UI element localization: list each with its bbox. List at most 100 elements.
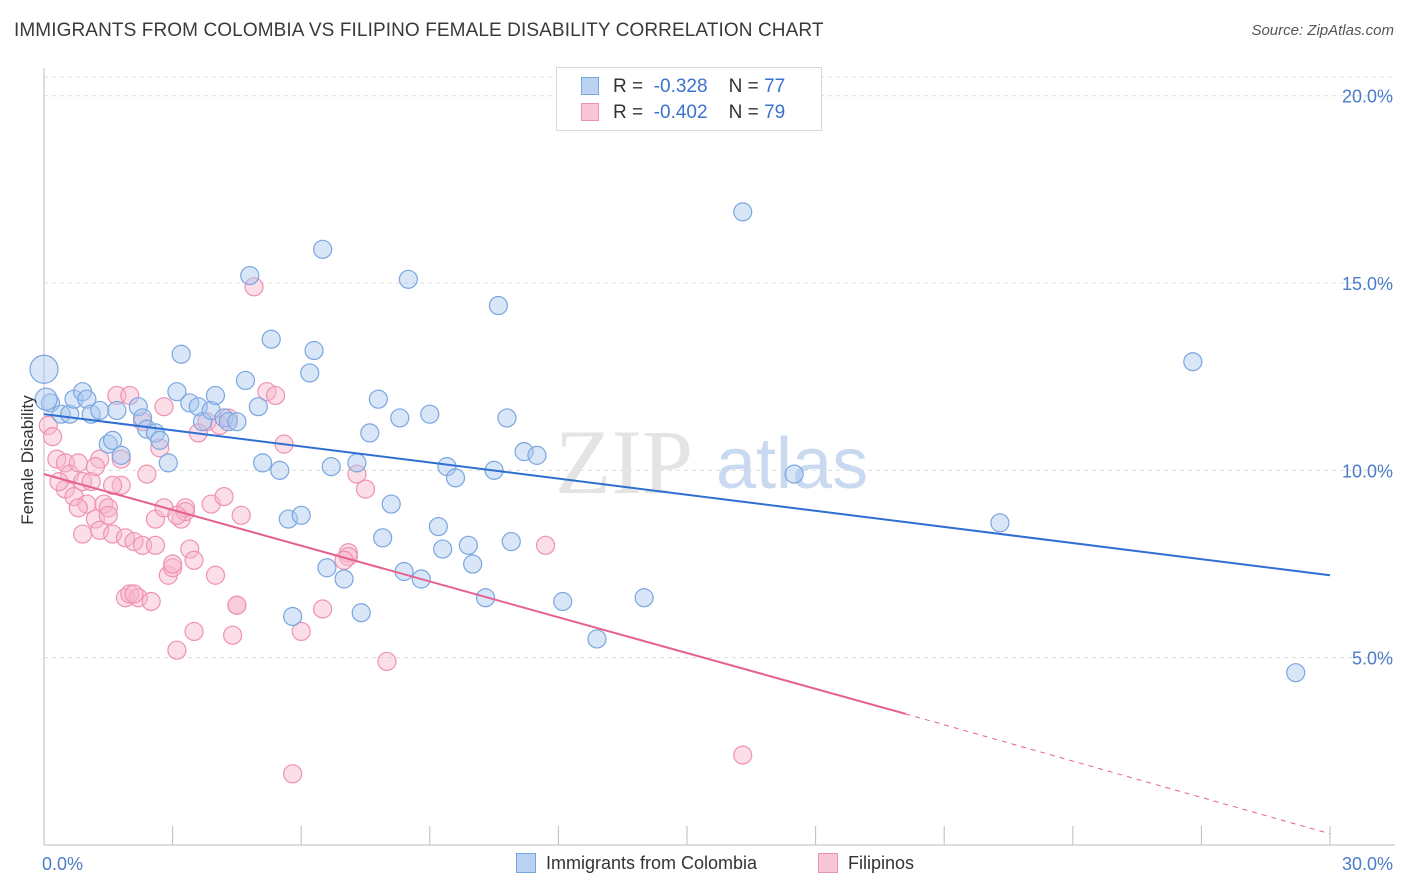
colombia-point [634,588,654,608]
colombia-point [227,412,247,432]
watermark-atlas: atlas [716,424,868,504]
colombia-point [394,561,414,582]
source-label: Source: ZipAtlas.com [1251,22,1394,39]
legend-n-value: 77 [764,76,786,97]
filipino-point [223,625,243,645]
colombia-point [360,423,380,443]
filipino-point [124,584,144,604]
colombia-point [171,344,191,364]
colombia-point [304,340,324,361]
filipino-point [145,535,166,555]
filipino-point [42,427,63,447]
filipino-point [184,621,204,642]
watermark: ZIP atlas [555,411,868,513]
colombia-swatch [516,853,536,873]
colombia-point [261,329,281,349]
colombia-point [291,505,311,525]
colombia-point [351,603,371,623]
colombia-point [433,539,453,559]
filipino-point [167,640,187,660]
legend-n-label: N = [728,76,759,97]
colombia-point [990,513,1010,533]
filipino-point [313,599,333,619]
y-tick-label: 15.0% [1342,274,1393,294]
colombia-point [253,453,273,473]
y-tick-label: 5.0% [1352,649,1393,669]
colombia-point [1183,352,1203,372]
legend-r-value: -0.328 [653,76,708,97]
bottom-legend-colombia: Immigrants from Colombia [516,853,757,874]
colombia-point [300,363,320,383]
colombia-point [373,528,393,548]
legend-n-label: N = [728,102,759,123]
colombia-swatch [581,77,599,95]
colombia-point [497,408,517,428]
colombia-point [188,397,208,417]
colombia-point [420,404,440,424]
filipino-point [535,535,556,555]
colombia-point [398,269,418,289]
colombia-point [29,354,59,384]
filipino-point [98,498,118,518]
filipino-point [72,524,93,544]
filipino-point [102,524,123,544]
colombia-point [527,445,547,465]
colombia-point [321,457,341,477]
legend-row-filipino: R = -0.402 N = 79 [581,102,785,126]
colombia-point [553,591,573,612]
filipino-point [137,464,157,484]
filipino-point [68,498,88,518]
colombia-point [784,464,804,484]
colombia-point [1286,663,1306,683]
legend: R = -0.328 N = 77 R = -0.402 N = 79 [556,67,822,131]
bottom-legend-label: Immigrants from Colombia [546,853,758,873]
y-axis-label: Female Disability [18,395,37,525]
colombia-point [205,385,226,406]
colombia-point [150,430,170,450]
x-tick-label: 30.0% [1342,854,1393,874]
filipino-point [150,438,170,458]
filipino-point [85,457,106,477]
legend-r-value: -0.402 [653,102,708,123]
filipino-points [38,277,753,784]
colombia-points [29,202,1306,683]
filipino-swatch [818,853,838,873]
colombia-point [381,494,401,514]
colombia-point [248,397,268,417]
colombia-point [167,382,187,402]
colombia-point [334,569,354,589]
legend-row-colombia: R = -0.328 N = 77 [581,76,785,100]
legend-r-label: R = [613,76,644,97]
colombia-point [317,558,337,578]
filipino-point [90,520,110,540]
colombia-point [368,389,388,409]
chart-title: IMMIGRANTS FROM COLOMBIA VS FILIPINO FEM… [14,20,824,41]
colombia-point [390,408,410,428]
colombia-point [128,397,148,417]
filipino-point [265,385,286,406]
colombia-point [463,554,483,574]
bottom-legend-filipino: Filipinos [818,853,914,874]
colombia-point [445,468,466,488]
colombia-point [77,389,97,409]
colombia-point [270,460,290,480]
filipino-point [231,505,251,525]
filipino-point [38,415,58,436]
filipino-point [85,509,106,529]
colombia-point [111,445,131,465]
filipino-point [102,475,123,495]
colombia-point [34,387,58,411]
filipino-point [377,651,397,672]
colombia-point [313,239,333,259]
filipino-point [154,397,174,417]
filipino-point [227,595,247,615]
filipino-point [244,277,264,297]
colombia-point [283,606,303,627]
colombia-point [107,400,127,421]
filipino-point [291,621,311,642]
axes [43,68,1395,846]
watermark-zip: ZIP [555,411,693,513]
filipino-point [180,539,200,559]
filipino-trend-extension [905,713,1331,835]
